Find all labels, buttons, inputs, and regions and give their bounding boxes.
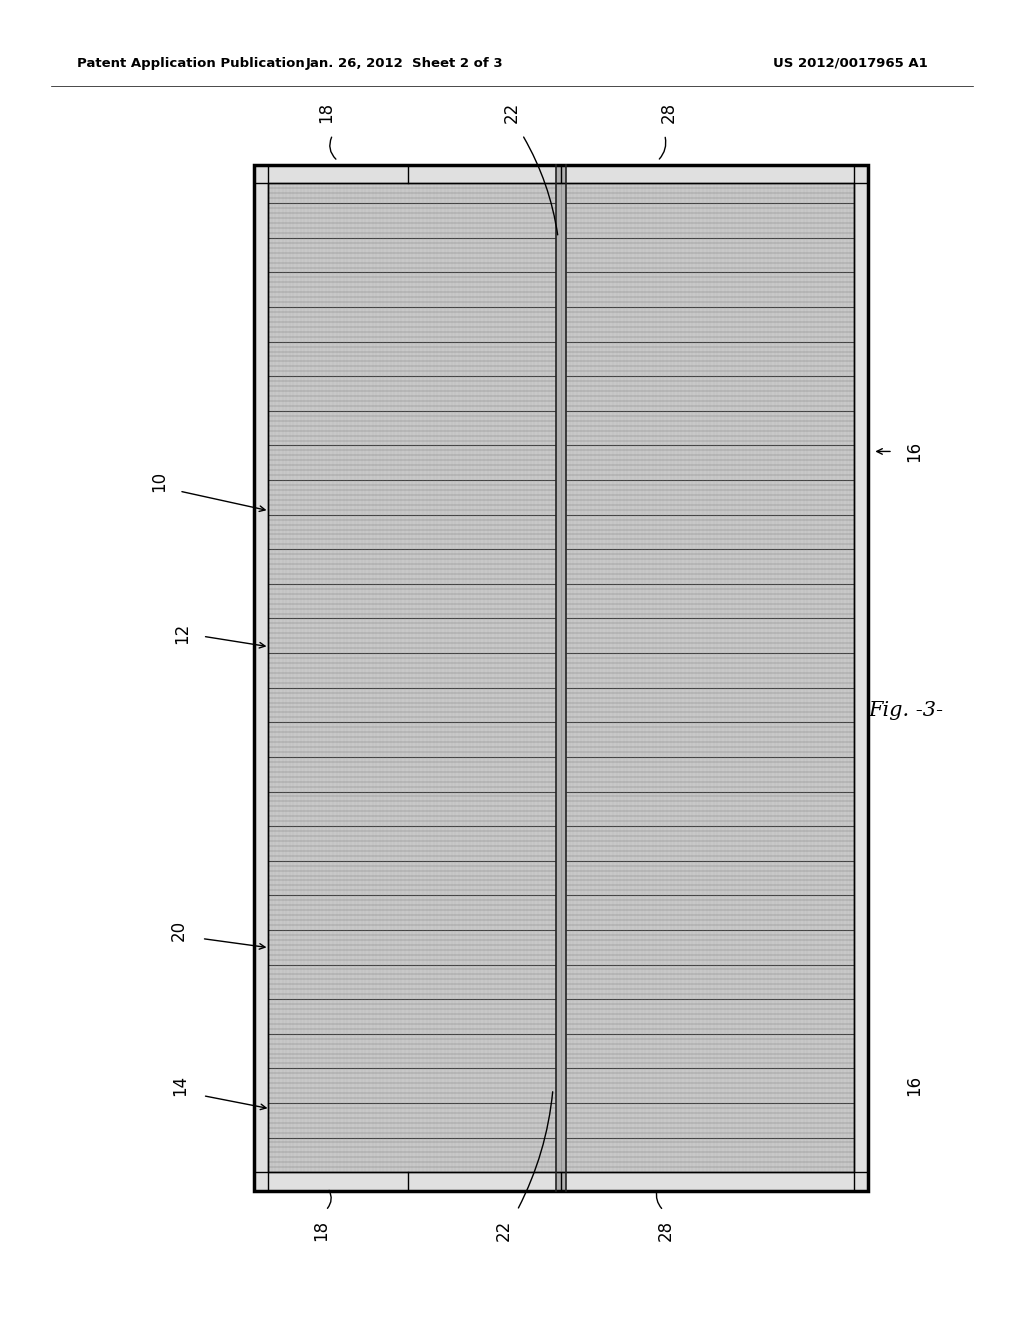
Bar bbox=[254, 165, 868, 183]
Text: 22: 22 bbox=[503, 102, 521, 123]
Bar bbox=[268, 183, 854, 1172]
Bar bbox=[254, 165, 868, 1191]
Bar bbox=[556, 165, 566, 1191]
Text: US 2012/0017965 A1: US 2012/0017965 A1 bbox=[773, 57, 928, 70]
Bar bbox=[854, 165, 868, 1191]
Text: 28: 28 bbox=[659, 102, 678, 123]
Text: 16: 16 bbox=[905, 1074, 924, 1096]
Text: 10: 10 bbox=[150, 471, 168, 492]
Text: 20: 20 bbox=[170, 920, 188, 941]
Text: Fig. -3-: Fig. -3- bbox=[868, 701, 944, 719]
Text: 14: 14 bbox=[171, 1074, 189, 1096]
Text: Patent Application Publication: Patent Application Publication bbox=[77, 57, 304, 70]
Text: 16: 16 bbox=[905, 441, 924, 462]
Text: 18: 18 bbox=[312, 1220, 331, 1241]
Bar bbox=[268, 183, 854, 1172]
Text: 28: 28 bbox=[656, 1220, 675, 1241]
Text: 22: 22 bbox=[495, 1220, 513, 1241]
Text: Jan. 26, 2012  Sheet 2 of 3: Jan. 26, 2012 Sheet 2 of 3 bbox=[306, 57, 503, 70]
Bar bbox=[254, 165, 268, 1191]
Bar bbox=[254, 1172, 868, 1191]
Text: 18: 18 bbox=[316, 102, 335, 123]
Text: 12: 12 bbox=[173, 623, 191, 644]
